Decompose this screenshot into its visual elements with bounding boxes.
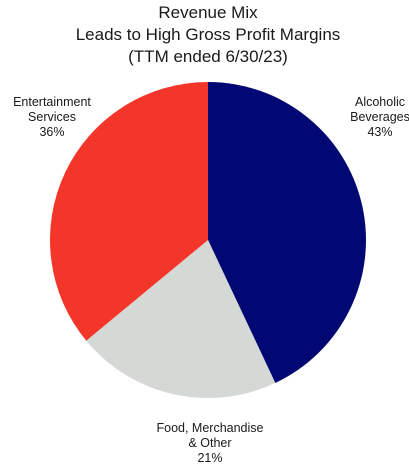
pie-slice-label-0: Alcoholic Beverages 43% <box>350 95 409 139</box>
chart-title: Revenue Mix Leads to High Gross Profit M… <box>76 3 341 66</box>
pie-slice-label-1: Food, Merchandise & Other 21% <box>156 421 263 465</box>
chart-title-line-2: Leads to High Gross Profit Margins <box>76 25 341 44</box>
pie-slice-name-line: & Other <box>188 436 231 450</box>
pie-slice-name-line: Services <box>28 110 76 124</box>
pie-slice-1 <box>86 240 276 398</box>
pie-slice-percent: 36% <box>39 125 64 139</box>
pie-slice-name-line: Beverages <box>350 110 409 124</box>
pie-slice-name-line: Alcoholic <box>355 95 405 109</box>
pie-labels: Alcoholic Beverages 43% Food, Merchandise & … <box>13 95 409 465</box>
pie-slice-name-line: Entertainment <box>13 95 91 109</box>
pie-slice-label-2: Entertainment Services 36% <box>13 95 91 139</box>
pie-slice-2 <box>50 82 208 341</box>
pie-slice-percent: 21% <box>197 451 222 465</box>
chart-title-line-3: (TTM ended 6/30/23) <box>128 47 288 66</box>
pie-slice-name-line: Food, Merchandise <box>156 421 263 435</box>
pie-slice-0 <box>208 82 366 383</box>
chart-title-line-1: Revenue Mix <box>158 3 258 22</box>
pie-slices <box>50 82 366 398</box>
pie-slice-percent: 43% <box>367 125 392 139</box>
